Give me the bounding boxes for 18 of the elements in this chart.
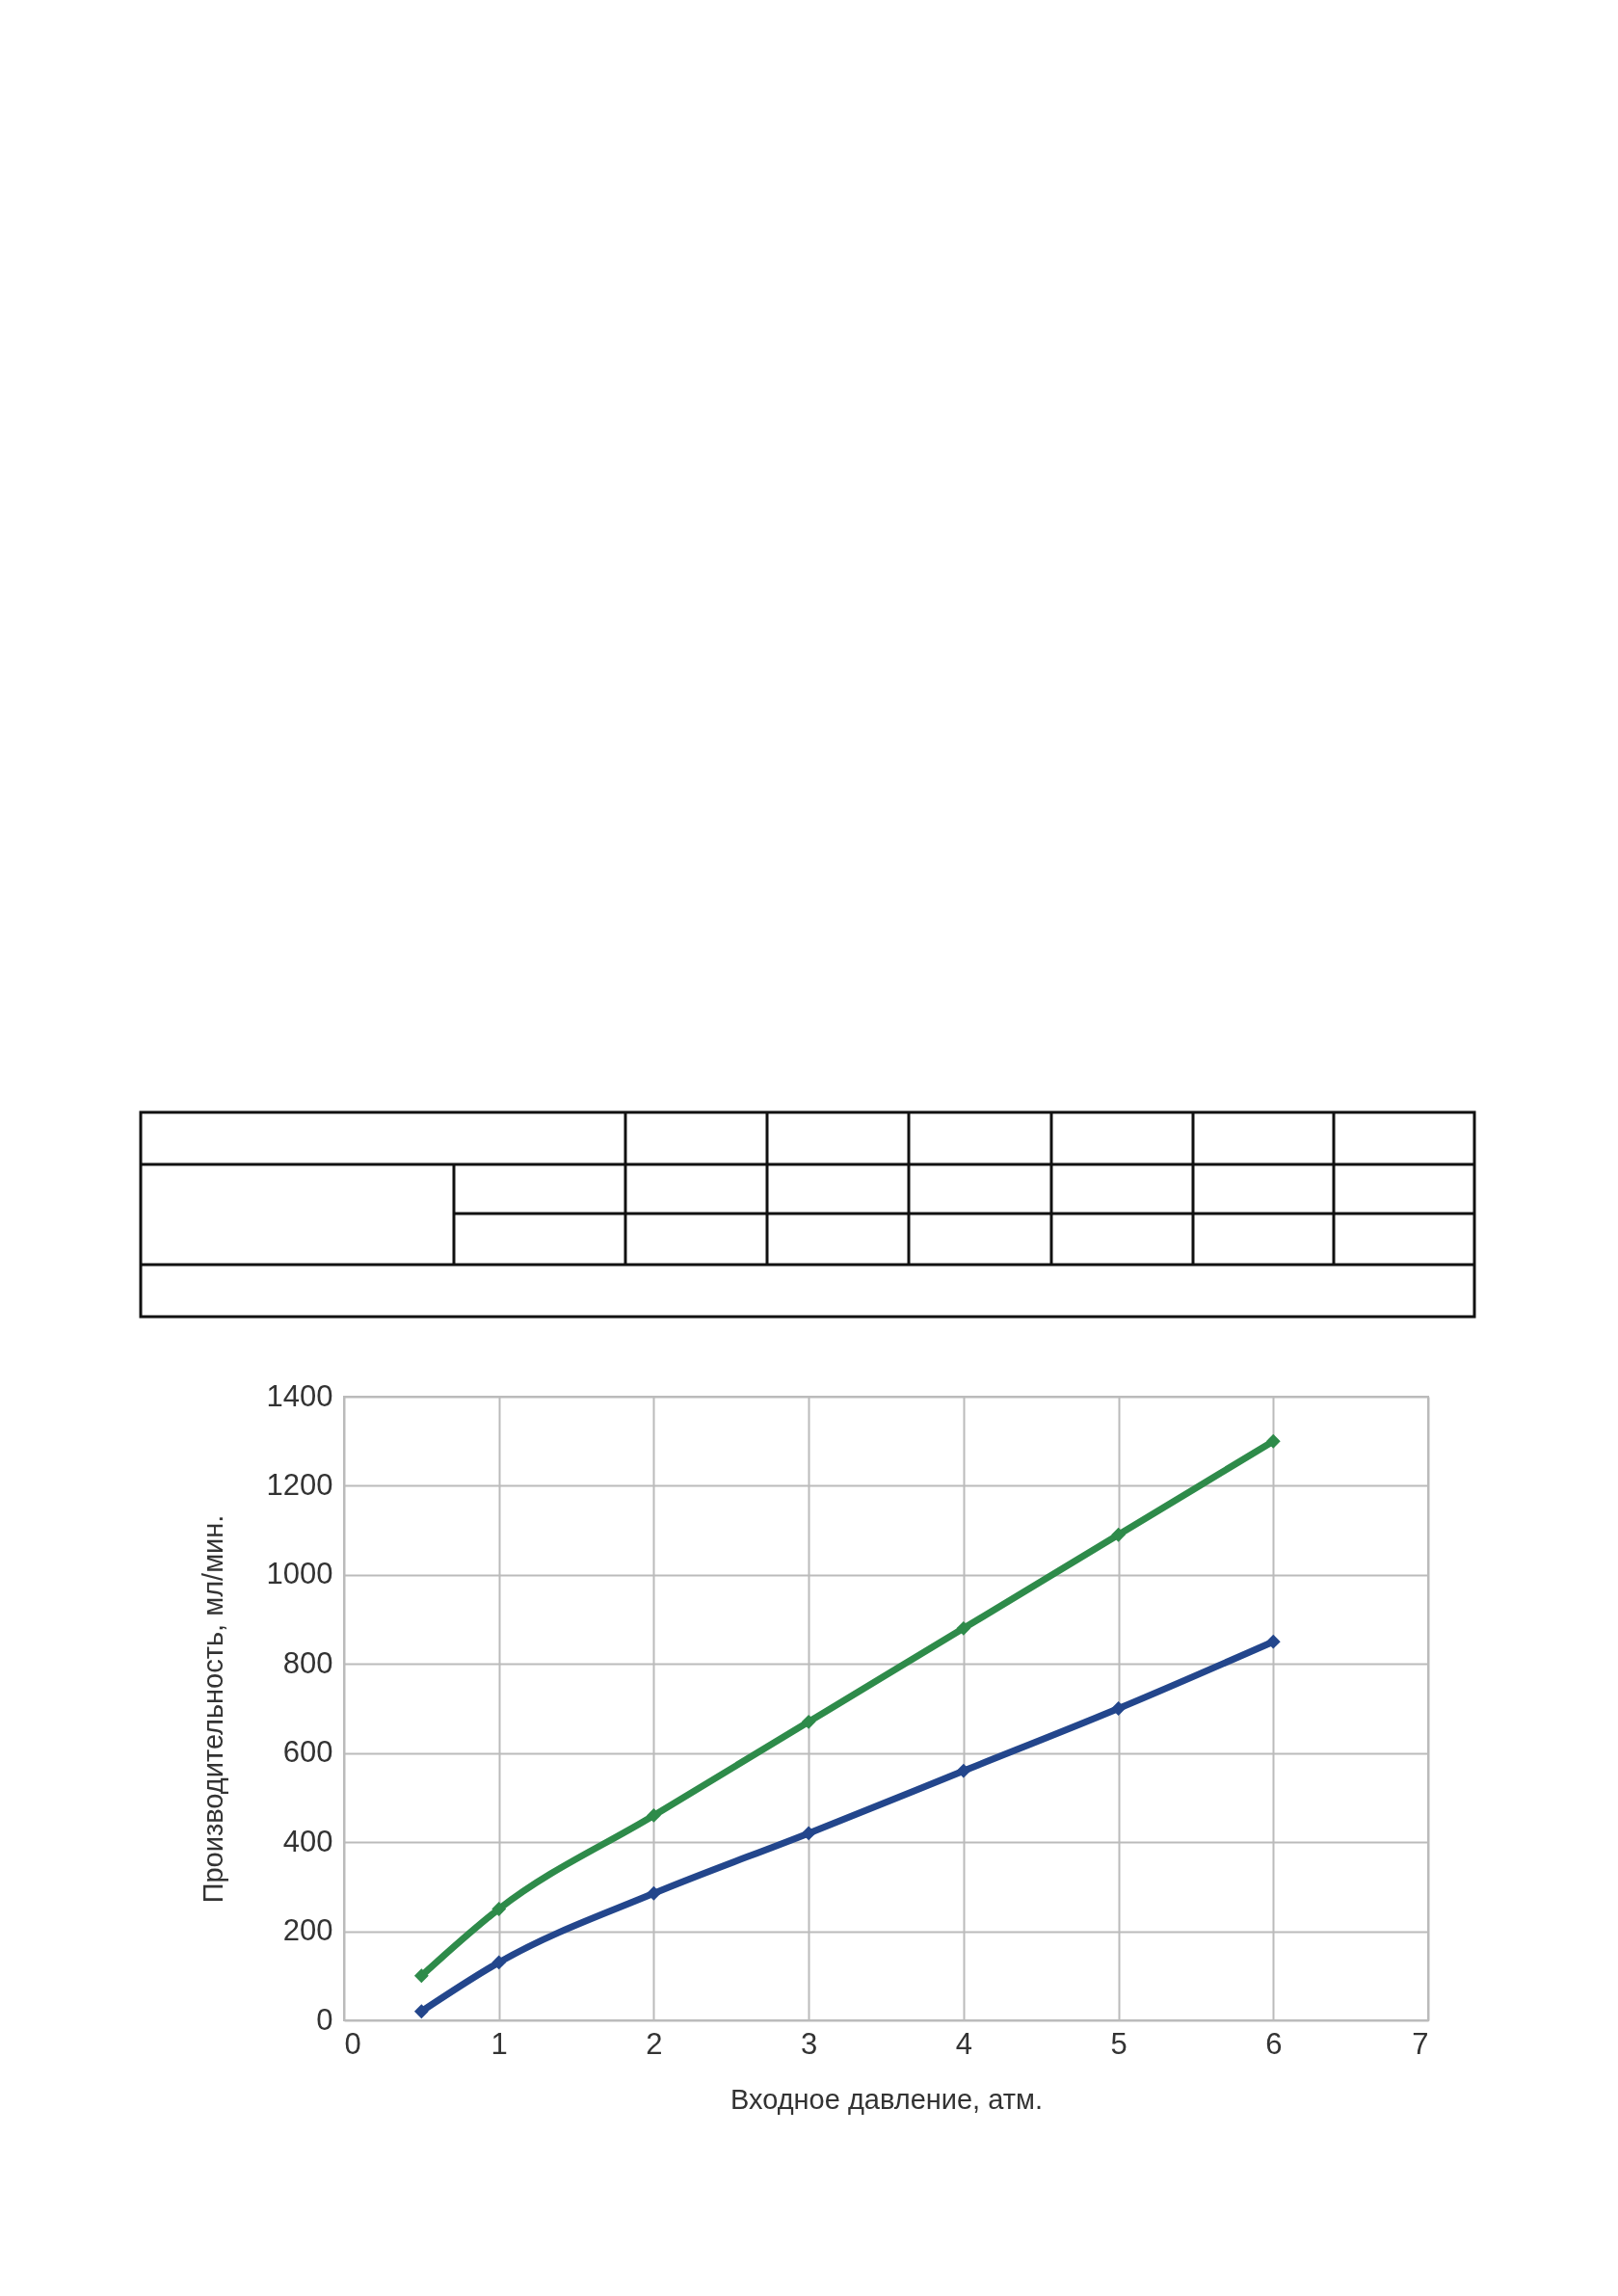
- y-tick-label: 1200: [266, 1467, 333, 1502]
- x-tick-label: 1: [491, 2026, 508, 2061]
- y-tick-label: 600: [282, 1735, 333, 1770]
- x-tick-label: 0: [344, 2026, 361, 2061]
- x-tick-label: 3: [801, 2026, 818, 2061]
- x-tick-label: 5: [1110, 2026, 1127, 2061]
- x-tick-label: 7: [1412, 2026, 1429, 2061]
- x-tick-label: 2: [646, 2026, 663, 2061]
- y-tick-label: 800: [282, 1645, 333, 1680]
- y-tick-label: 200: [282, 1913, 333, 1948]
- x-tick-label: 4: [955, 2026, 972, 2061]
- x-tick-label: 6: [1265, 2026, 1283, 2061]
- y-axis-title: Производительность, мл/мин.: [197, 1514, 228, 1904]
- y-tick-label: 0: [316, 2002, 333, 2037]
- y-tick-label: 400: [282, 1824, 333, 1858]
- x-axis-title: Входное давление, атм.: [730, 2083, 1043, 2115]
- y-tick-label: 1400: [266, 1378, 333, 1413]
- y-tick-label: 1000: [266, 1557, 333, 1591]
